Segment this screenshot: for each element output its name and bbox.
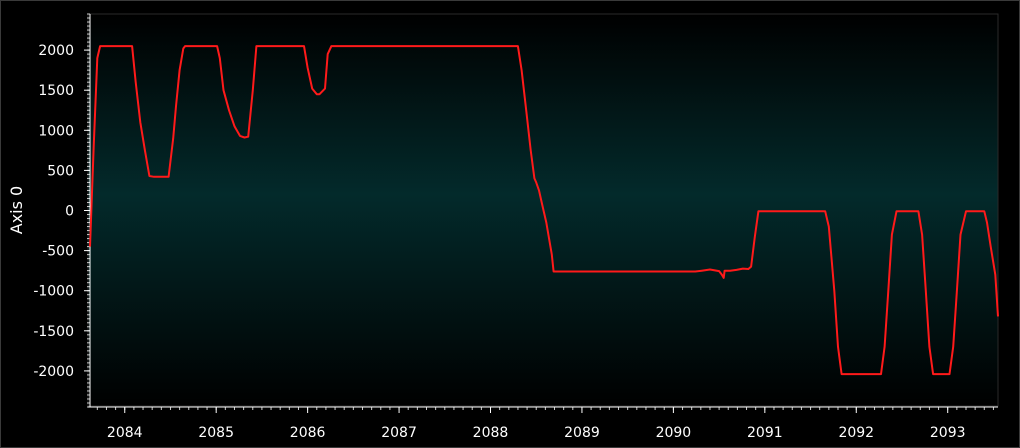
x-tick-label: 2085: [198, 425, 234, 441]
series-line: [89, 45, 999, 376]
x-tick-label: 2087: [381, 425, 417, 441]
y-axis-ticks: 2000 1500 1000 500 0 -500 -1000 -1500 -2000: [33, 43, 90, 380]
x-tick-label: 2091: [747, 425, 783, 441]
x-tick-label: 2090: [656, 425, 692, 441]
y-tick-label: -1000: [33, 284, 74, 300]
y-tick-label: -2000: [33, 364, 74, 380]
y-tick-label: 1500: [38, 83, 74, 99]
x-tick-label: 2086: [290, 425, 326, 441]
y-tick-label: 0: [65, 204, 74, 220]
x-tick-label: 2088: [473, 425, 509, 441]
x-tick-label: 2093: [930, 425, 966, 441]
x-tick-label: 2084: [107, 425, 143, 441]
x-tick-label: 2092: [838, 425, 874, 441]
y-tick-label: -500: [42, 244, 74, 260]
x-axis-ticks: 2084 2085 2086 2087 2088 2089 2090 2091 2092 2093: [107, 407, 966, 441]
y-tick-label: 1000: [38, 123, 74, 139]
y-tick-label: 500: [47, 163, 74, 179]
y-axis-title: Axis 0: [7, 186, 26, 234]
x-tick-label: 2089: [564, 425, 600, 441]
y-tick-label: -1500: [33, 324, 74, 340]
y-tick-label: 2000: [38, 43, 74, 59]
